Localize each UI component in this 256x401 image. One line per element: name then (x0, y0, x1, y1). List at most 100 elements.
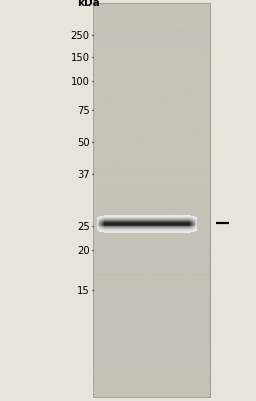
Bar (163, 226, 164, 227)
Bar (178, 229, 179, 230)
Bar (114, 228, 115, 229)
Bar (98, 58, 101, 59)
Bar (170, 215, 171, 217)
Bar (120, 161, 122, 162)
Bar (176, 232, 177, 234)
Bar (162, 219, 163, 220)
Bar (186, 215, 187, 217)
Bar (114, 140, 118, 142)
Bar (128, 230, 129, 231)
Bar (120, 224, 121, 225)
Bar (179, 232, 180, 234)
Bar (120, 230, 121, 231)
Bar (112, 228, 113, 229)
Bar (150, 225, 152, 227)
Bar (165, 221, 166, 222)
Bar (177, 216, 178, 217)
Bar (166, 220, 167, 221)
Bar (164, 383, 165, 385)
Bar (123, 226, 124, 227)
Bar (112, 223, 113, 225)
Bar (99, 219, 100, 220)
Bar (122, 216, 123, 217)
Bar (118, 215, 119, 217)
Bar (102, 223, 103, 224)
Bar (123, 228, 124, 229)
Bar (162, 220, 163, 221)
Bar (172, 152, 173, 153)
Bar (111, 226, 112, 227)
Bar (154, 219, 155, 220)
Bar (115, 225, 117, 227)
Bar (117, 224, 118, 225)
Bar (106, 232, 107, 234)
Bar (148, 220, 149, 221)
Bar (113, 230, 114, 231)
Bar (175, 232, 176, 234)
Bar (107, 228, 108, 229)
Bar (118, 217, 119, 218)
Bar (159, 223, 160, 225)
Bar (126, 233, 129, 234)
Bar (181, 224, 182, 225)
Bar (180, 232, 181, 234)
Bar (172, 223, 173, 225)
Bar (179, 217, 180, 218)
Bar (116, 227, 118, 228)
Bar (145, 224, 146, 225)
Bar (122, 219, 123, 220)
Bar (115, 309, 118, 310)
Bar (187, 302, 189, 303)
Bar (147, 308, 150, 309)
Bar (93, 14, 210, 20)
Bar (167, 229, 168, 230)
Bar (163, 215, 164, 217)
Bar (173, 232, 174, 234)
Bar (161, 219, 162, 220)
Bar (133, 228, 134, 229)
Bar (174, 216, 175, 217)
Bar (111, 231, 112, 233)
Bar (178, 225, 179, 227)
Bar (194, 221, 195, 223)
Bar (100, 217, 101, 218)
Bar (111, 218, 112, 219)
Bar (116, 228, 118, 229)
Bar (129, 227, 130, 228)
Bar (108, 231, 109, 233)
Bar (182, 229, 183, 230)
Bar (144, 223, 146, 225)
Bar (172, 225, 173, 227)
Bar (114, 216, 115, 217)
Bar (178, 223, 179, 225)
Bar (120, 217, 121, 218)
Bar (119, 227, 120, 228)
Bar (196, 225, 197, 227)
Bar (189, 223, 190, 225)
Bar (127, 228, 129, 229)
Bar (173, 229, 174, 230)
Bar (93, 249, 210, 255)
Bar (108, 223, 109, 225)
Bar (170, 218, 171, 219)
Bar (138, 220, 140, 221)
Bar (99, 223, 100, 224)
Bar (108, 232, 109, 234)
Bar (104, 219, 105, 220)
Bar (182, 231, 183, 233)
Text: 37: 37 (77, 170, 90, 179)
Bar (144, 215, 145, 217)
Bar (99, 226, 100, 227)
Bar (167, 217, 168, 218)
Bar (137, 216, 138, 217)
Bar (179, 231, 180, 232)
Bar (117, 220, 118, 221)
Bar (152, 216, 153, 217)
Bar (97, 230, 98, 231)
Bar (136, 15, 138, 16)
Bar (162, 230, 163, 231)
Bar (106, 223, 107, 225)
Bar (101, 159, 103, 160)
Bar (107, 218, 108, 219)
Bar (156, 223, 157, 225)
